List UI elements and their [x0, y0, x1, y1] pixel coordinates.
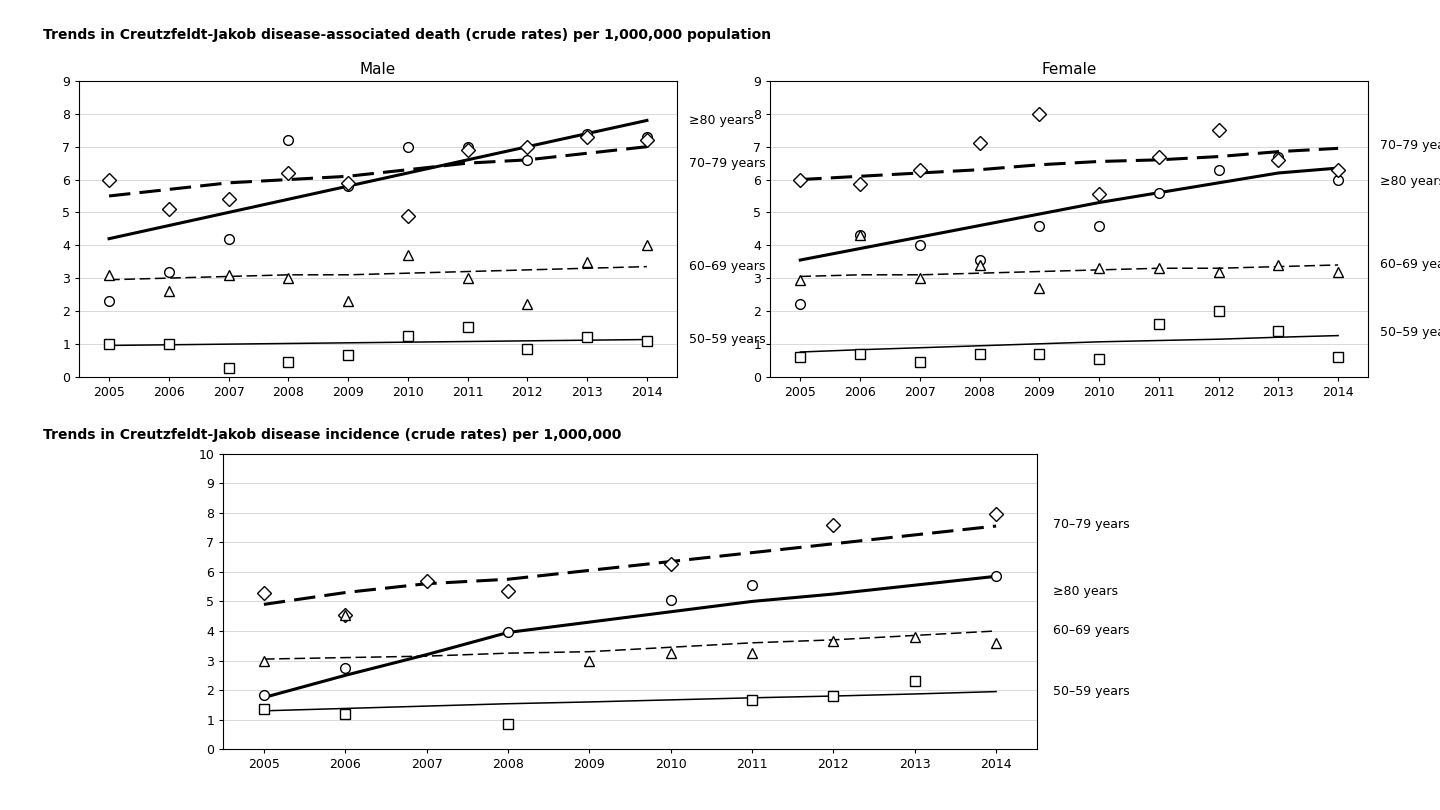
- Text: 60–69 years: 60–69 years: [688, 260, 765, 273]
- Text: 60–69 years: 60–69 years: [1053, 625, 1129, 637]
- Text: 70–79 years: 70–79 years: [1380, 139, 1440, 151]
- Text: 50–59 years: 50–59 years: [1380, 326, 1440, 339]
- Text: 60–69 years: 60–69 years: [1380, 258, 1440, 271]
- Text: ≥80 years: ≥80 years: [1380, 175, 1440, 188]
- Text: 50–59 years: 50–59 years: [1053, 685, 1130, 698]
- Text: Trends in Creutzfeldt-Jakob disease incidence (crude rates) per 1,000,000: Trends in Creutzfeldt-Jakob disease inci…: [43, 428, 622, 441]
- Text: ≥80 years: ≥80 years: [688, 114, 753, 127]
- Text: 70–79 years: 70–79 years: [688, 156, 766, 169]
- Text: ≥80 years: ≥80 years: [1053, 585, 1117, 598]
- Title: Female: Female: [1041, 62, 1097, 77]
- Text: Trends in Creutzfeldt-Jakob disease-associated death (crude rates) per 1,000,000: Trends in Creutzfeldt-Jakob disease-asso…: [43, 28, 772, 42]
- Text: 50–59 years: 50–59 years: [688, 333, 766, 346]
- Text: 70–79 years: 70–79 years: [1053, 518, 1130, 531]
- Title: Male: Male: [360, 62, 396, 77]
